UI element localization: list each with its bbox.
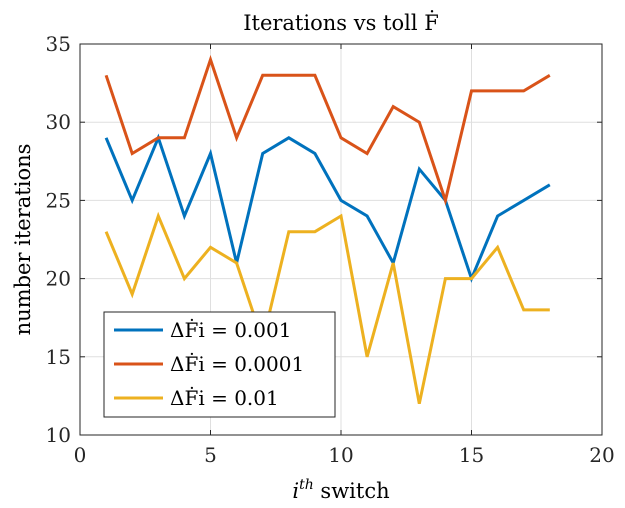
series-lines — [104, 54, 551, 405]
y-tick-label: 15 — [46, 345, 71, 369]
series-line-3 — [104, 211, 550, 405]
x-tick-label: 20 — [589, 443, 614, 467]
x-tick-label: 5 — [204, 443, 217, 467]
chart-title: Iterations vs toll Ḟ — [243, 11, 439, 35]
series-line-2 — [104, 54, 551, 206]
series-line-1 — [104, 133, 551, 283]
y-tick-label: 10 — [46, 423, 71, 447]
legend: ΔḞi = 0.001 ΔḞi = 0.0001 ΔḞi = 0.01 — [103, 311, 336, 418]
ticks: 0 5 10 15 20 10 15 20 25 30 35 — [46, 32, 615, 467]
y-tick-label: 35 — [46, 32, 71, 56]
x-tick-label: 10 — [328, 443, 353, 467]
y-tick-label: 25 — [46, 188, 71, 212]
legend-label-1: ΔḞi = 0.001 — [170, 318, 291, 342]
y-tick-label: 20 — [46, 267, 71, 291]
x-axis-label: ith switch — [292, 477, 389, 503]
x-tick-label: 15 — [459, 443, 484, 467]
legend-label-2: ΔḞi = 0.0001 — [170, 352, 304, 376]
legend-label-3: ΔḞi = 0.01 — [170, 386, 279, 410]
x-tick-label: 0 — [74, 443, 87, 467]
y-tick-label: 30 — [46, 110, 71, 134]
y-axis-label: number iterations — [11, 144, 35, 336]
